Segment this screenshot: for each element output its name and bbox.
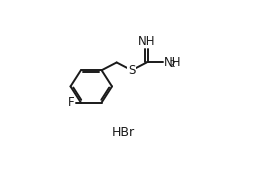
- Text: NH: NH: [138, 35, 155, 48]
- Text: NH: NH: [164, 56, 181, 69]
- Text: F: F: [67, 96, 74, 109]
- Text: HBr: HBr: [111, 126, 135, 139]
- Text: 2: 2: [169, 60, 175, 69]
- Text: S: S: [128, 64, 135, 77]
